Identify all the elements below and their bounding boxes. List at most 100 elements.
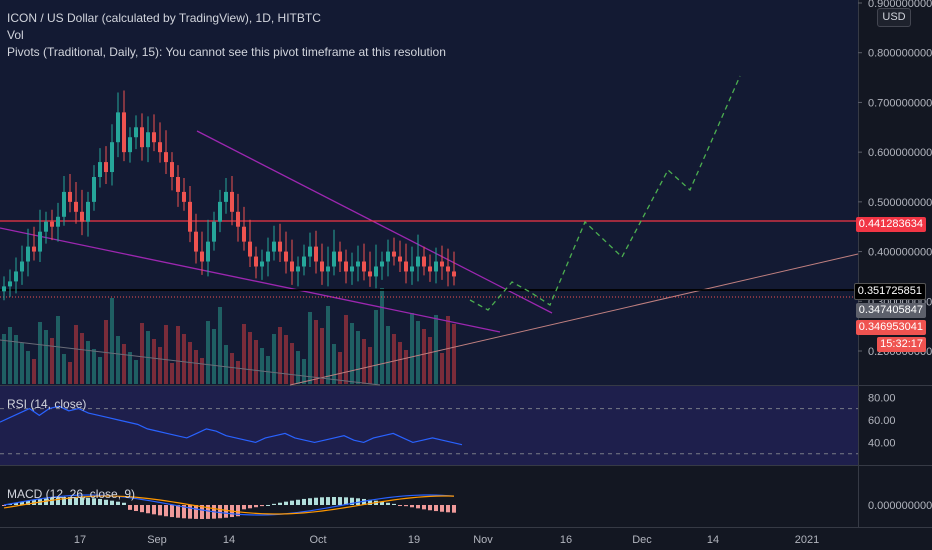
- last-price-label: 0.346953041: [855, 320, 926, 335]
- rsi-legend[interactable]: RSI (14, close): [7, 397, 87, 411]
- macd-histogram-bar: [56, 497, 60, 505]
- volume-bar: [236, 361, 240, 384]
- macd-histogram-bar: [116, 501, 120, 505]
- symbol-title[interactable]: ICON / US Dollar (calculated by TradingV…: [7, 11, 321, 25]
- candle: [248, 241, 252, 257]
- volume-bar: [32, 359, 36, 384]
- volume-bar: [374, 310, 378, 384]
- volume-bar: [74, 325, 78, 384]
- volume-bar: [290, 343, 294, 384]
- macd-histogram-bar: [350, 497, 354, 505]
- macd-histogram-bar: [434, 505, 438, 512]
- macd-histogram-bar: [260, 505, 264, 507]
- candle: [26, 246, 30, 262]
- pivots-legend[interactable]: Pivots (Traditional, Daily, 15): You can…: [7, 45, 446, 59]
- time-tick-label: Oct: [309, 534, 326, 546]
- volume-bar: [110, 298, 114, 384]
- volume-bar: [416, 321, 420, 384]
- candle: [386, 251, 390, 262]
- rsi-tick-label: 60.00: [868, 415, 896, 427]
- candle: [254, 256, 258, 267]
- macd-histogram-bar: [86, 497, 90, 505]
- macd-histogram-bar: [386, 502, 390, 505]
- macd-histogram-bar: [32, 499, 36, 505]
- candle: [224, 191, 228, 202]
- candle: [344, 261, 348, 272]
- volume-bar: [356, 331, 360, 384]
- candle: [98, 162, 102, 177]
- macd-histogram-bar: [80, 497, 84, 505]
- macd-histogram-bar: [278, 502, 282, 505]
- macd-histogram-bar: [398, 505, 402, 506]
- volume-bar: [164, 325, 168, 384]
- candle: [356, 261, 360, 267]
- volume-bar: [194, 350, 198, 384]
- candle: [44, 221, 48, 232]
- macd-histogram-bar: [188, 505, 192, 519]
- macd-histogram-bar: [410, 505, 414, 508]
- volume-bar: [338, 352, 342, 384]
- volume-bar: [182, 334, 186, 384]
- macd-histogram-bar: [110, 500, 114, 505]
- macd-histogram-bar: [284, 501, 288, 505]
- volume-bar: [86, 341, 90, 384]
- volume-bar: [254, 340, 258, 384]
- macd-histogram-bar: [428, 505, 432, 511]
- macd-histogram-bar: [62, 497, 66, 505]
- gray-trendline: [0, 339, 381, 386]
- candle: [278, 241, 282, 252]
- volume-bar: [452, 324, 456, 384]
- price-tick-label: 0.800000000: [868, 48, 932, 60]
- volume-bar: [224, 345, 228, 384]
- macd-histogram-bar: [206, 505, 210, 519]
- candle: [362, 261, 366, 272]
- macd-histogram-bar: [392, 503, 396, 505]
- macd-legend[interactable]: MACD (12, 26, close, 9): [7, 487, 136, 501]
- volume-bar: [2, 334, 6, 384]
- candle: [410, 266, 414, 272]
- candle: [80, 211, 84, 222]
- volume-bar: [80, 333, 84, 384]
- candle: [176, 177, 180, 192]
- volume-bar: [368, 347, 372, 384]
- upper-trendline: [196, 130, 553, 314]
- macd-histogram-bar: [404, 505, 408, 507]
- volume-bar: [140, 323, 144, 384]
- volume-bar: [434, 315, 438, 384]
- volume-bar: [350, 323, 354, 384]
- macd-histogram-bar: [26, 500, 30, 505]
- rsi-tick-label: 40.00: [868, 437, 896, 449]
- macd-histogram-bar: [98, 498, 102, 505]
- macd-tick-label: 0.000000000: [868, 500, 932, 512]
- candle: [116, 112, 120, 143]
- volume-bar: [170, 363, 174, 384]
- rsi-pane: [0, 386, 858, 465]
- volume-bar: [392, 334, 396, 384]
- volume-bar: [404, 350, 408, 384]
- candle: [302, 256, 306, 267]
- volume-bar: [158, 347, 162, 384]
- macd-histogram-bar: [194, 505, 198, 519]
- volume-bar: [44, 330, 48, 384]
- candle: [266, 251, 270, 262]
- time-tick-label: Sep: [147, 534, 167, 546]
- currency-button[interactable]: USD: [877, 8, 911, 27]
- macd-histogram-bar: [128, 505, 132, 510]
- candle: [122, 112, 126, 153]
- volume-bar: [38, 322, 42, 384]
- macd-histogram-bar: [446, 505, 450, 513]
- vol-legend[interactable]: Vol: [7, 28, 24, 42]
- countdown-label: 15:32:17: [877, 337, 926, 352]
- candle: [32, 246, 36, 252]
- volume-bar: [176, 326, 180, 384]
- macd-histogram-bar: [182, 505, 186, 519]
- macd-histogram-bar: [248, 505, 252, 509]
- macd-histogram-bar: [266, 504, 270, 506]
- volume-bar: [332, 344, 336, 384]
- macd-histogram-bar: [254, 505, 258, 508]
- price-tick-label: 0.700000000: [868, 97, 932, 109]
- candle: [92, 177, 96, 202]
- volume-bar: [8, 327, 12, 384]
- candle: [68, 191, 72, 202]
- volume-bar: [128, 352, 132, 384]
